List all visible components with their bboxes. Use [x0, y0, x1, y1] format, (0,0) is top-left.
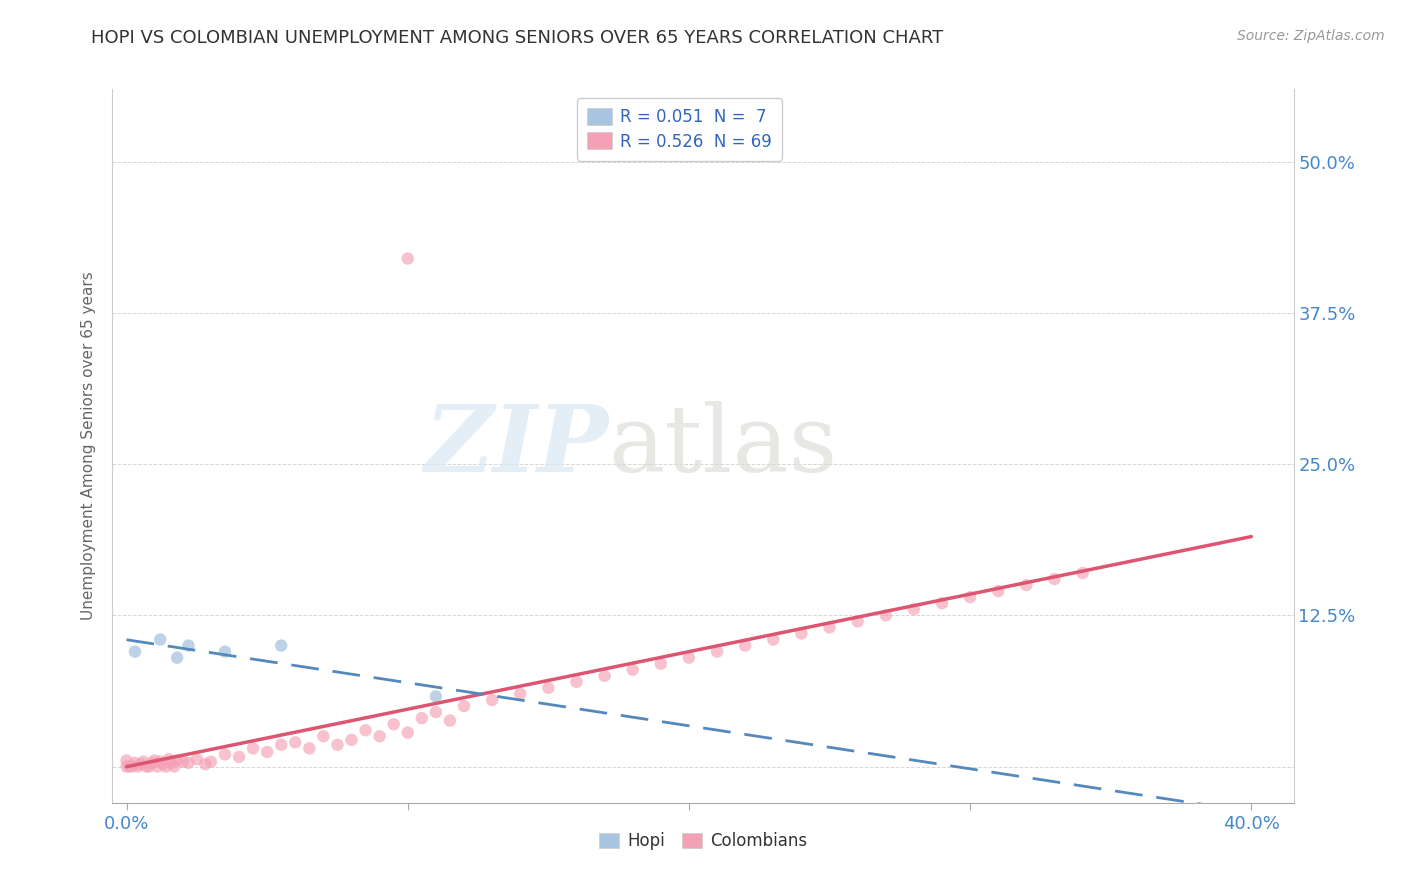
Point	[1043, 572, 1066, 586]
Point	[734, 639, 756, 653]
Legend: Hopi, Colombians: Hopi, Colombians	[591, 824, 815, 859]
Point	[186, 752, 208, 766]
Point	[270, 738, 292, 752]
Point	[135, 759, 157, 773]
Point	[149, 755, 172, 769]
Point	[593, 669, 616, 683]
Point	[326, 738, 349, 752]
Point	[177, 639, 200, 653]
Point	[678, 650, 700, 665]
Point	[931, 596, 953, 610]
Point	[149, 632, 172, 647]
Point	[242, 741, 264, 756]
Point	[382, 717, 405, 731]
Point	[132, 755, 155, 769]
Point	[155, 759, 177, 773]
Point	[166, 650, 188, 665]
Point	[312, 729, 335, 743]
Point	[509, 687, 531, 701]
Point	[340, 732, 363, 747]
Point	[284, 735, 307, 749]
Point	[129, 757, 152, 772]
Point	[959, 590, 981, 604]
Point	[121, 759, 143, 773]
Point	[903, 602, 925, 616]
Point	[790, 626, 813, 640]
Text: atlas: atlas	[609, 401, 838, 491]
Point	[565, 674, 588, 689]
Point	[396, 252, 419, 266]
Point	[1015, 578, 1038, 592]
Point	[298, 741, 321, 756]
Point	[875, 608, 897, 623]
Point	[166, 754, 188, 768]
Point	[621, 663, 644, 677]
Point	[228, 749, 250, 764]
Point	[127, 759, 149, 773]
Point	[987, 584, 1010, 599]
Point	[425, 705, 447, 719]
Point	[214, 747, 236, 762]
Point	[124, 756, 146, 770]
Point	[368, 729, 391, 743]
Point	[1071, 566, 1094, 580]
Point	[818, 620, 841, 634]
Point	[115, 759, 138, 773]
Point	[172, 755, 194, 769]
Point	[439, 714, 461, 728]
Point	[270, 639, 292, 653]
Point	[706, 645, 728, 659]
Point	[453, 699, 475, 714]
Point	[138, 759, 160, 773]
Point	[846, 615, 869, 629]
Point	[163, 759, 186, 773]
Point	[214, 645, 236, 659]
Point	[650, 657, 672, 671]
Y-axis label: Unemployment Among Seniors over 65 years: Unemployment Among Seniors over 65 years	[80, 272, 96, 620]
Point	[762, 632, 785, 647]
Point	[177, 756, 200, 770]
Point	[200, 755, 222, 769]
Point	[256, 745, 278, 759]
Point	[537, 681, 560, 695]
Point	[160, 756, 183, 770]
Point	[152, 757, 174, 772]
Text: Source: ZipAtlas.com: Source: ZipAtlas.com	[1237, 29, 1385, 43]
Point	[124, 645, 146, 659]
Point	[143, 754, 166, 768]
Point	[354, 723, 377, 738]
Point	[396, 725, 419, 739]
Text: HOPI VS COLOMBIAN UNEMPLOYMENT AMONG SENIORS OVER 65 YEARS CORRELATION CHART: HOPI VS COLOMBIAN UNEMPLOYMENT AMONG SEN…	[91, 29, 943, 46]
Point	[118, 759, 141, 773]
Point	[194, 757, 217, 772]
Point	[146, 759, 169, 773]
Point	[141, 756, 163, 770]
Text: ZIP: ZIP	[425, 401, 609, 491]
Point	[411, 711, 433, 725]
Point	[425, 690, 447, 704]
Point	[481, 693, 503, 707]
Point	[115, 754, 138, 768]
Point	[157, 752, 180, 766]
